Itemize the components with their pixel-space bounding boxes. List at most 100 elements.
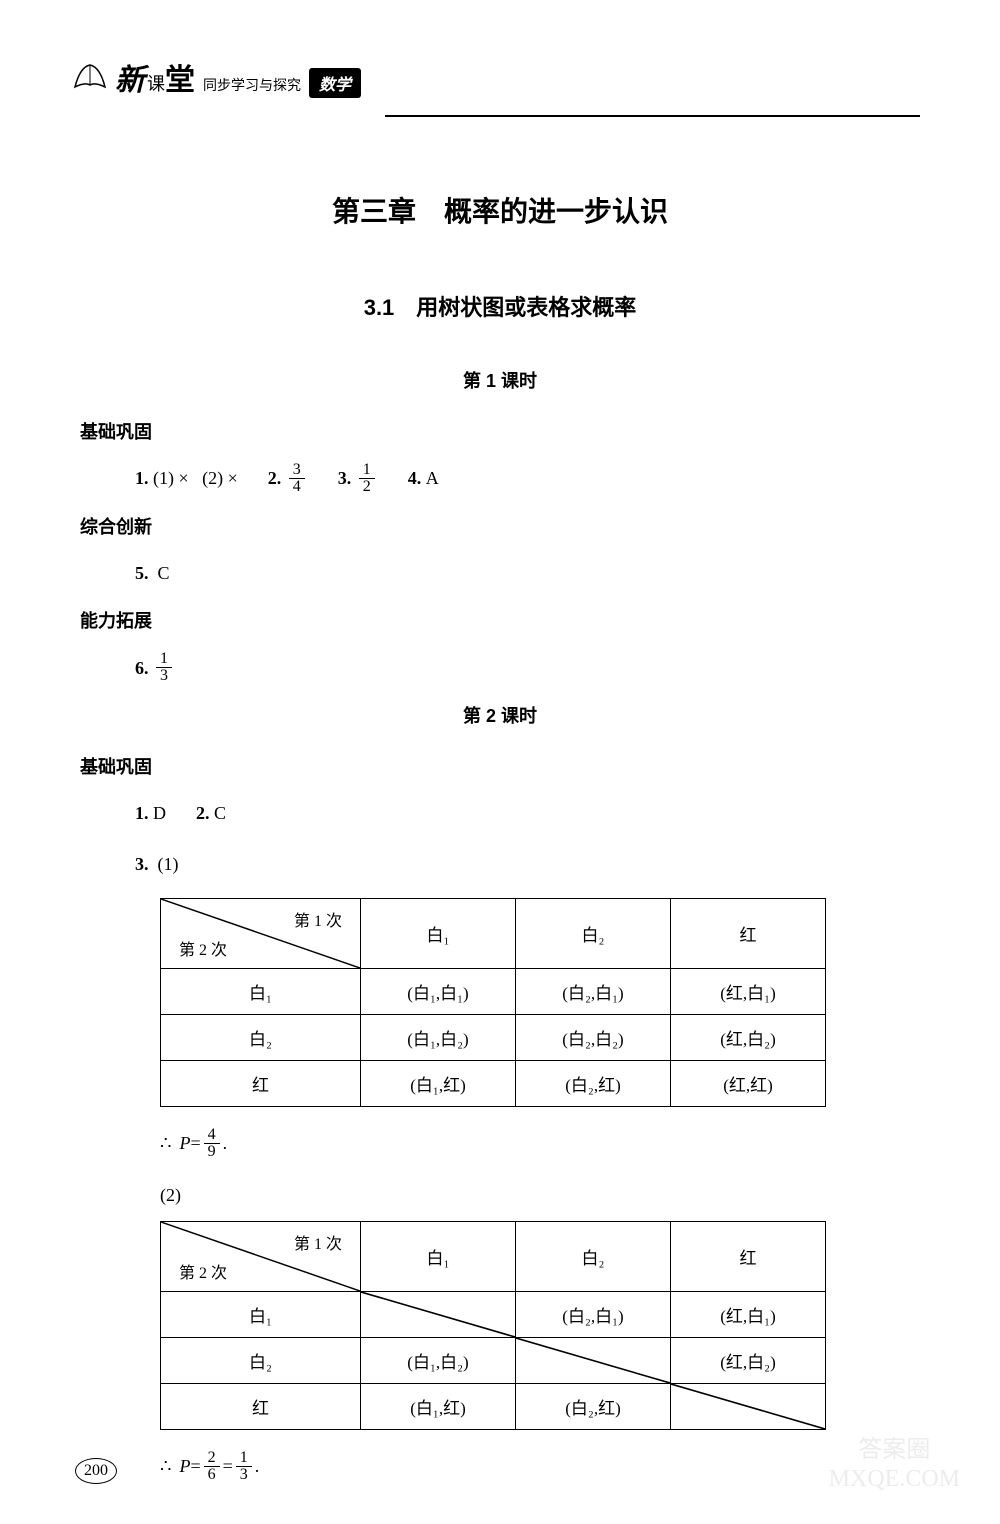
table2-cell-21: (白₂,红) <box>516 1384 671 1430</box>
table1-cell-11: (白₂,白₂) <box>516 1015 671 1061</box>
table2-cell-10: (白₁,白₂) <box>361 1338 516 1384</box>
watermark-line2: MXQE.COM <box>829 1465 960 1494</box>
table2-diag-top: 第 1 次 <box>294 1230 342 1254</box>
answer-2: 2. 3 4 <box>268 462 308 495</box>
logo-tang: 堂 <box>165 55 195 99</box>
table1-cell-12: (红,白₂) <box>671 1015 826 1061</box>
table2-diagonal: 第 1 次 第 2 次 <box>161 1222 361 1292</box>
formula-1: ∴ P = 4 9 . <box>160 1127 920 1160</box>
table1-cell-21: (白₂,红) <box>516 1061 671 1107</box>
q5-label: 5. <box>135 563 149 583</box>
book-icon <box>70 57 110 97</box>
q2-label: 2. <box>268 462 282 494</box>
watermark: 答案圈 MXQE.COM <box>829 1436 960 1494</box>
logo-badge: 数学 <box>309 68 361 98</box>
table1-row-0: 白₁ <box>161 969 361 1015</box>
answer-6: 6. 1 3 <box>135 651 920 684</box>
table1-diag-top: 第 1 次 <box>294 907 342 931</box>
q2-den: 4 <box>289 479 305 495</box>
table2-container: 第 1 次 第 2 次 白₁ 白₂ 红 白₁ (白₂,白₁) (红,白₁) 白₂… <box>160 1221 920 1430</box>
answer-3: 3. 1 2 <box>338 462 378 495</box>
q1-1: (1) × <box>153 462 189 494</box>
q3-fraction: 1 2 <box>359 462 375 495</box>
q6-fraction: 1 3 <box>156 651 172 684</box>
table1-cell-22: (红,红) <box>671 1061 826 1107</box>
formula1-eq: = <box>190 1133 200 1154</box>
l2-answer-1: 1. D <box>135 797 166 829</box>
formula1-period: . <box>223 1133 228 1154</box>
formula2-num2: 1 <box>236 1450 252 1467</box>
q5-ans: C <box>158 563 170 583</box>
q3-den: 2 <box>359 479 375 495</box>
header-divider <box>385 115 920 117</box>
q1-2: (2) × <box>202 462 238 494</box>
table1-col-1: 白₂ <box>516 899 671 969</box>
q2-num: 3 <box>289 462 305 479</box>
formula2-eq2: = <box>223 1456 233 1477</box>
chapter-title: 第三章 概率的进一步认识 <box>80 190 920 230</box>
q3-num: 1 <box>359 462 375 479</box>
formula-2: ∴ P = 2 6 = 1 3 . <box>160 1450 920 1483</box>
basic-heading-2: 基础巩固 <box>80 753 920 779</box>
table2-cell-11-crossed <box>516 1338 671 1384</box>
table2-row-0: 白₁ <box>161 1292 361 1338</box>
page-number: 200 <box>75 1458 117 1484</box>
l2-answer-3: 3. (1) <box>135 848 920 880</box>
table2-cell-02: (红,白₁) <box>671 1292 826 1338</box>
basic-heading-1: 基础巩固 <box>80 418 920 444</box>
formula2-den2: 3 <box>236 1467 252 1483</box>
table2-cell-20: (白₁,红) <box>361 1384 516 1430</box>
probability-table-2: 第 1 次 第 2 次 白₁ 白₂ 红 白₁ (白₂,白₁) (红,白₁) 白₂… <box>160 1221 826 1430</box>
watermark-line1: 答案圈 <box>829 1436 960 1465</box>
table1-cell-00: (白₁,白₁) <box>361 969 516 1015</box>
formula2-eq1: = <box>190 1456 200 1477</box>
formula1-p: P <box>179 1133 190 1154</box>
formula2-p: P <box>179 1456 190 1477</box>
ability-heading: 能力拓展 <box>80 607 920 633</box>
q6-num: 1 <box>156 651 172 668</box>
table2-col-1: 白₂ <box>516 1222 671 1292</box>
formula1-den: 9 <box>204 1144 220 1160</box>
q2-fraction: 3 4 <box>289 462 305 495</box>
l2-q2-label: 2. <box>196 797 210 829</box>
l2-q1-ans: D <box>153 797 166 829</box>
table1-container: 第 1 次 第 2 次 白₁ 白₂ 红 白₁ (白₁,白₁) (白₂,白₁) (… <box>160 898 920 1107</box>
q6-label: 6. <box>135 652 149 684</box>
table1-row-1: 白₂ <box>161 1015 361 1061</box>
q4-ans: A <box>426 462 439 494</box>
q3-label: 3. <box>338 462 352 494</box>
formula1-num: 4 <box>204 1127 220 1144</box>
lesson1-title: 第 1 课时 <box>80 367 920 393</box>
table1-diag-bottom: 第 2 次 <box>179 936 227 960</box>
formula1-fraction: 4 9 <box>204 1127 220 1160</box>
table2-col-2: 红 <box>671 1222 826 1292</box>
table2-cell-01: (白₂,白₁) <box>516 1292 671 1338</box>
table1-cell-10: (白₁,白₂) <box>361 1015 516 1061</box>
table1-cell-01: (白₂,白₁) <box>516 969 671 1015</box>
table2-diag-bottom: 第 2 次 <box>179 1259 227 1283</box>
l2-q3-label: 3. <box>135 854 149 874</box>
lesson2-title: 第 2 课时 <box>80 702 920 728</box>
table1-diagonal: 第 1 次 第 2 次 <box>161 899 361 969</box>
answer-1: 1. (1) × (2) × <box>135 462 238 494</box>
formula2-num1: 2 <box>204 1450 220 1467</box>
formula2-therefore: ∴ <box>160 1456 171 1477</box>
l2-q3-part1: (1) <box>158 854 179 874</box>
answer-4: 4. A <box>408 462 439 494</box>
logo-ke: 课 <box>147 70 165 96</box>
probability-table-1: 第 1 次 第 2 次 白₁ 白₂ 红 白₁ (白₁,白₁) (白₂,白₁) (… <box>160 898 826 1107</box>
table2-col-0: 白₁ <box>361 1222 516 1292</box>
table2-cell-22-crossed <box>671 1384 826 1430</box>
header-logo: 新 课 堂 同步学习与探究 数学 <box>70 55 361 99</box>
table2-row-1: 白₂ <box>161 1338 361 1384</box>
formula1-therefore: ∴ <box>160 1133 171 1154</box>
formula2-fraction1: 2 6 <box>204 1450 220 1483</box>
section-title: 3.1 用树状图或表格求概率 <box>80 290 920 322</box>
logo-subtitle: 同步学习与探究 <box>203 75 301 95</box>
l2-answer-2: 2. C <box>196 797 226 829</box>
page-number-value: 200 <box>75 1458 117 1484</box>
q3-part2: (2) <box>160 1185 920 1206</box>
table2-cell-00-crossed <box>361 1292 516 1338</box>
lesson1-answers-row1: 1. (1) × (2) × 2. 3 4 3. 1 2 4. A <box>135 462 439 495</box>
l2-q2-ans: C <box>214 797 226 829</box>
